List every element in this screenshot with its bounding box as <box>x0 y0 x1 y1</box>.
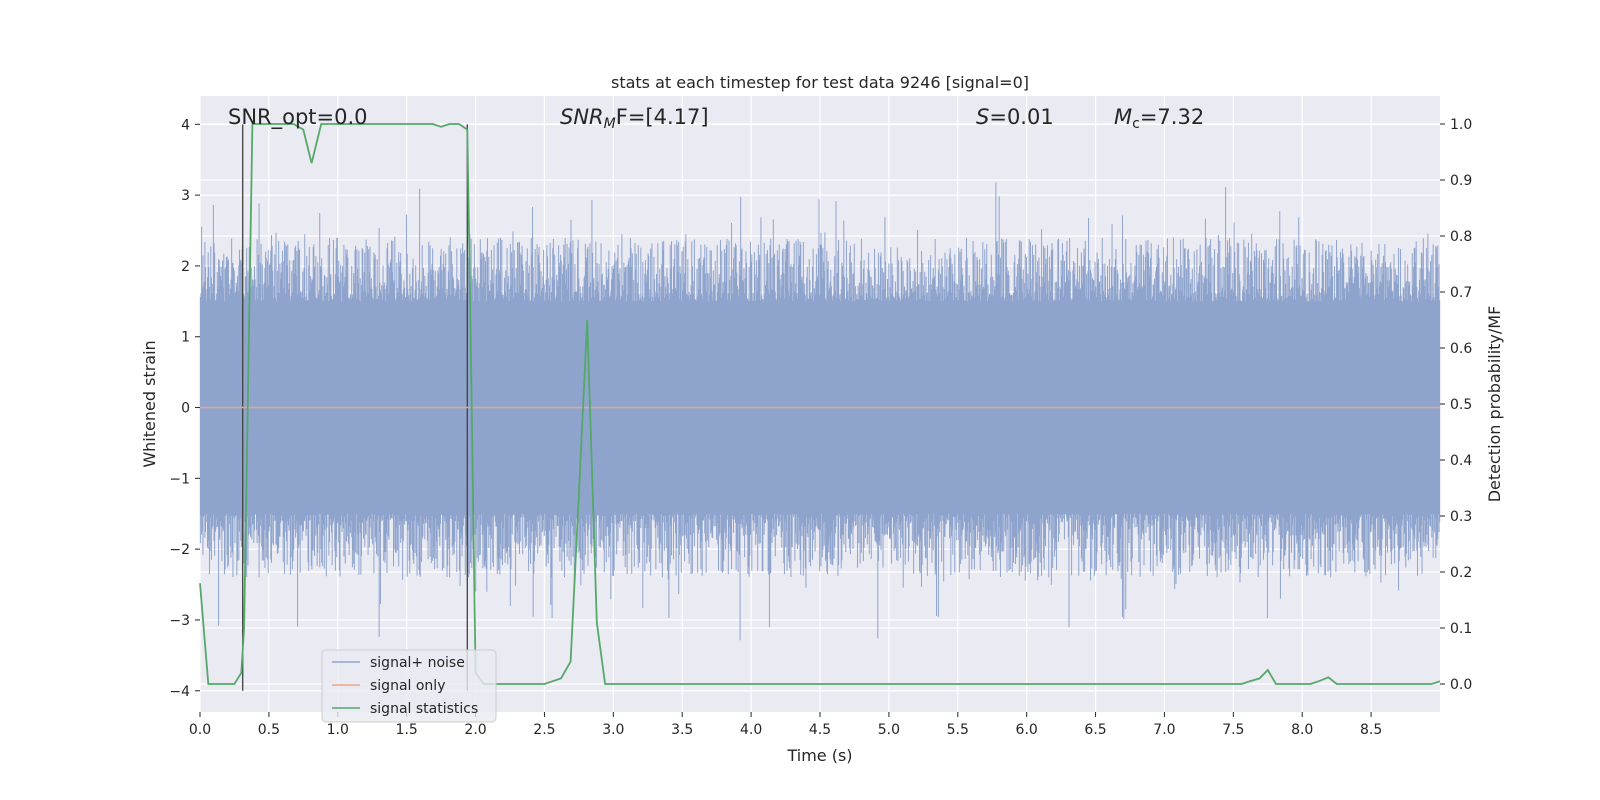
x-axis-label: Time (s) <box>786 746 852 765</box>
x-tick-label: 1.0 <box>327 722 349 738</box>
legend-label-signal-noise: signal+ noise <box>370 655 465 671</box>
y2-tick-label: 0.0 <box>1450 677 1472 693</box>
y2-tick-label: 0.6 <box>1450 341 1472 357</box>
y-tick-label: −2 <box>169 542 190 558</box>
y2-tick-label: 0.3 <box>1450 509 1472 525</box>
mc-annotation: Mc=7.32 <box>1114 105 1204 132</box>
mc-value: =7.32 <box>1140 105 1204 129</box>
y2-tick-label: 0.8 <box>1450 229 1472 245</box>
x-tick-label: 2.0 <box>464 722 486 738</box>
x-tick-label: 8.5 <box>1360 722 1382 738</box>
x-tick-label: 0.0 <box>189 722 211 738</box>
y2-tick-label: 0.4 <box>1450 453 1472 469</box>
y-tick-label: 3 <box>181 188 190 204</box>
s-symbol: S <box>976 105 989 129</box>
y2-tick-label: 0.5 <box>1450 397 1472 413</box>
x-tick-label: 5.5 <box>947 722 969 738</box>
snr-mf-subscript: M <box>604 116 616 132</box>
y-tick-label: −3 <box>169 613 190 629</box>
snr-mf-value: F=[4.17] <box>616 105 709 129</box>
x-tick-label: 1.5 <box>396 722 418 738</box>
mc-subscript: c <box>1132 116 1140 132</box>
y2-axis-label: Detection probability/MF <box>1485 306 1504 503</box>
y2-tick-label: 0.2 <box>1450 565 1472 581</box>
x-tick-label: 0.5 <box>258 722 280 738</box>
y-tick-label: −4 <box>169 684 190 700</box>
y2-axis: 1.0 0.9 0.8 0.7 0.6 0.5 0.4 0.3 0.2 0.1 0.0 <box>1440 117 1472 693</box>
y-axis-label: Whitened strain <box>140 340 159 467</box>
x-tick-label: 6.5 <box>1084 722 1106 738</box>
x-tick-label: 3.0 <box>602 722 624 738</box>
x-axis: 0.0 0.5 1.0 1.5 2.0 2.5 3.0 3.5 4.0 4.5 5.0 5.5 6.0 6… <box>189 712 1382 738</box>
x-tick-label: 2.5 <box>533 722 555 738</box>
legend-label-signal-statistics: signal statistics <box>370 701 478 717</box>
x-tick-label: 7.5 <box>1222 722 1244 738</box>
s-value: =0.01 <box>989 105 1053 129</box>
x-tick-label: 7.0 <box>1153 722 1175 738</box>
x-tick-label: 5.0 <box>878 722 900 738</box>
snr-mf-symbol: SNR <box>560 105 604 129</box>
y-axis: 4 3 2 1 0 −1 −2 −3 −4 <box>169 117 200 700</box>
mc-symbol: M <box>1114 105 1132 129</box>
legend-label-signal-only: signal only <box>370 678 445 694</box>
s-annotation: S=0.01 <box>976 105 1054 129</box>
y-tick-label: 1 <box>181 330 190 346</box>
snr-opt-annotation: SNR_opt=0.0 <box>228 105 368 130</box>
y-tick-label: −1 <box>169 471 190 487</box>
legend-box <box>321 649 497 723</box>
plot-content <box>199 123 1441 691</box>
x-tick-label: 8.0 <box>1291 722 1313 738</box>
signal-statistics-line <box>199 123 1441 685</box>
legend: signal+ noise signal only signal statist… <box>321 649 497 723</box>
y2-tick-label: 0.7 <box>1450 285 1472 301</box>
chart-title: stats at each timestep for test data 924… <box>611 73 1029 92</box>
y-tick-label: 0 <box>181 401 190 417</box>
y-tick-label: 2 <box>181 259 190 275</box>
x-tick-label: 4.0 <box>740 722 762 738</box>
y2-tick-label: 1.0 <box>1450 117 1472 133</box>
y-tick-label: 4 <box>181 117 190 133</box>
x-tick-label: 6.0 <box>1016 722 1038 738</box>
snr-mf-annotation: SNRMF=[4.17] <box>560 105 709 132</box>
y2-tick-label: 0.1 <box>1450 621 1472 637</box>
y2-tick-label: 0.9 <box>1450 173 1472 189</box>
x-tick-label: 3.5 <box>671 722 693 738</box>
x-tick-label: 4.5 <box>809 722 831 738</box>
